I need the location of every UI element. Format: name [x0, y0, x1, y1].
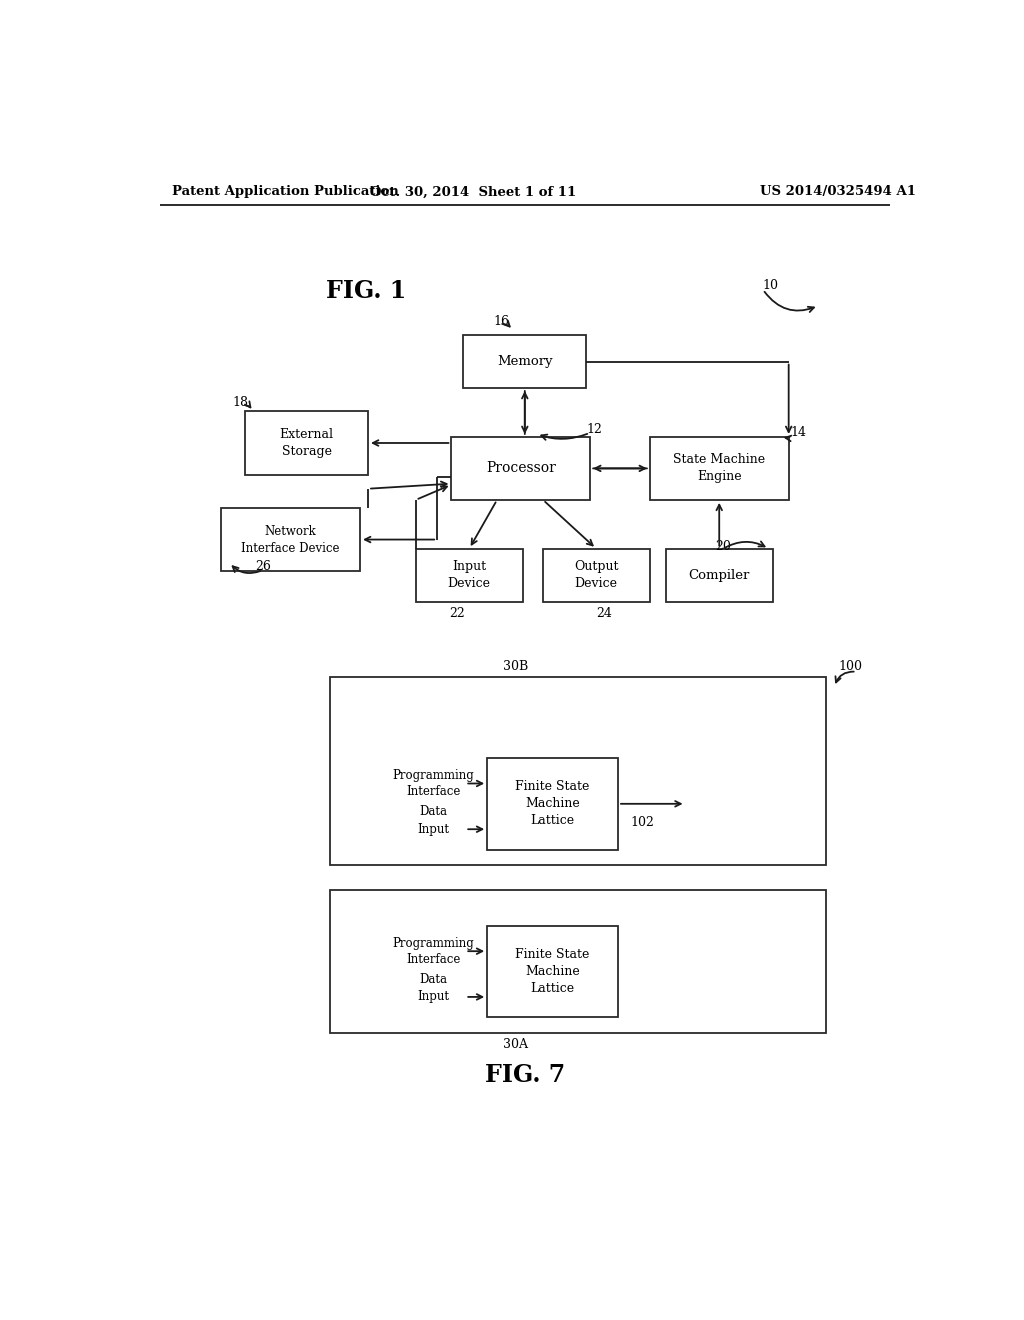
Text: Oct. 30, 2014  Sheet 1 of 11: Oct. 30, 2014 Sheet 1 of 11: [370, 185, 577, 198]
FancyBboxPatch shape: [331, 890, 826, 1032]
Text: State Machine
Engine: State Machine Engine: [673, 453, 765, 483]
Text: Memory: Memory: [497, 355, 553, 368]
Text: 12: 12: [587, 424, 602, 437]
Text: Input
Device: Input Device: [447, 560, 490, 590]
Text: Output
Device: Output Device: [574, 560, 618, 590]
Text: US 2014/0325494 A1: US 2014/0325494 A1: [760, 185, 916, 198]
Text: Patent Application Publication: Patent Application Publication: [172, 185, 398, 198]
Text: External
Storage: External Storage: [280, 428, 334, 458]
Text: FIG. 1: FIG. 1: [326, 279, 407, 302]
Text: Data: Data: [420, 805, 447, 818]
Text: 14: 14: [791, 426, 807, 440]
Text: 102: 102: [630, 816, 654, 829]
Text: Finite State
Machine
Lattice: Finite State Machine Lattice: [515, 780, 590, 828]
Text: 24: 24: [596, 607, 612, 620]
Text: 20: 20: [715, 540, 731, 553]
FancyBboxPatch shape: [487, 925, 618, 1018]
Text: Compiler: Compiler: [688, 569, 750, 582]
Text: 26: 26: [255, 561, 271, 573]
FancyBboxPatch shape: [650, 437, 788, 500]
Text: 22: 22: [450, 607, 465, 620]
FancyBboxPatch shape: [331, 677, 826, 865]
Text: 30A: 30A: [503, 1039, 528, 1051]
Text: 100: 100: [839, 660, 862, 673]
Text: 30B: 30B: [503, 660, 528, 673]
Text: Network
Interface Device: Network Interface Device: [242, 524, 340, 554]
FancyBboxPatch shape: [666, 549, 773, 602]
Text: Programming: Programming: [392, 937, 474, 949]
Text: Data: Data: [420, 973, 447, 986]
Text: FIG. 7: FIG. 7: [484, 1063, 565, 1088]
FancyBboxPatch shape: [487, 758, 618, 850]
Text: 16: 16: [494, 314, 509, 327]
Text: Processor: Processor: [486, 462, 556, 475]
FancyBboxPatch shape: [452, 437, 590, 500]
FancyBboxPatch shape: [221, 508, 360, 572]
FancyBboxPatch shape: [416, 549, 523, 602]
FancyBboxPatch shape: [543, 549, 650, 602]
FancyBboxPatch shape: [463, 335, 587, 388]
Text: 10: 10: [763, 279, 779, 292]
Text: 18: 18: [232, 396, 249, 409]
Text: Programming: Programming: [392, 768, 474, 781]
Text: Interface: Interface: [407, 785, 461, 799]
FancyBboxPatch shape: [245, 412, 368, 474]
Text: Interface: Interface: [407, 953, 461, 966]
Text: Input: Input: [418, 822, 450, 836]
Text: Input: Input: [418, 990, 450, 1003]
Text: Finite State
Machine
Lattice: Finite State Machine Lattice: [515, 948, 590, 995]
